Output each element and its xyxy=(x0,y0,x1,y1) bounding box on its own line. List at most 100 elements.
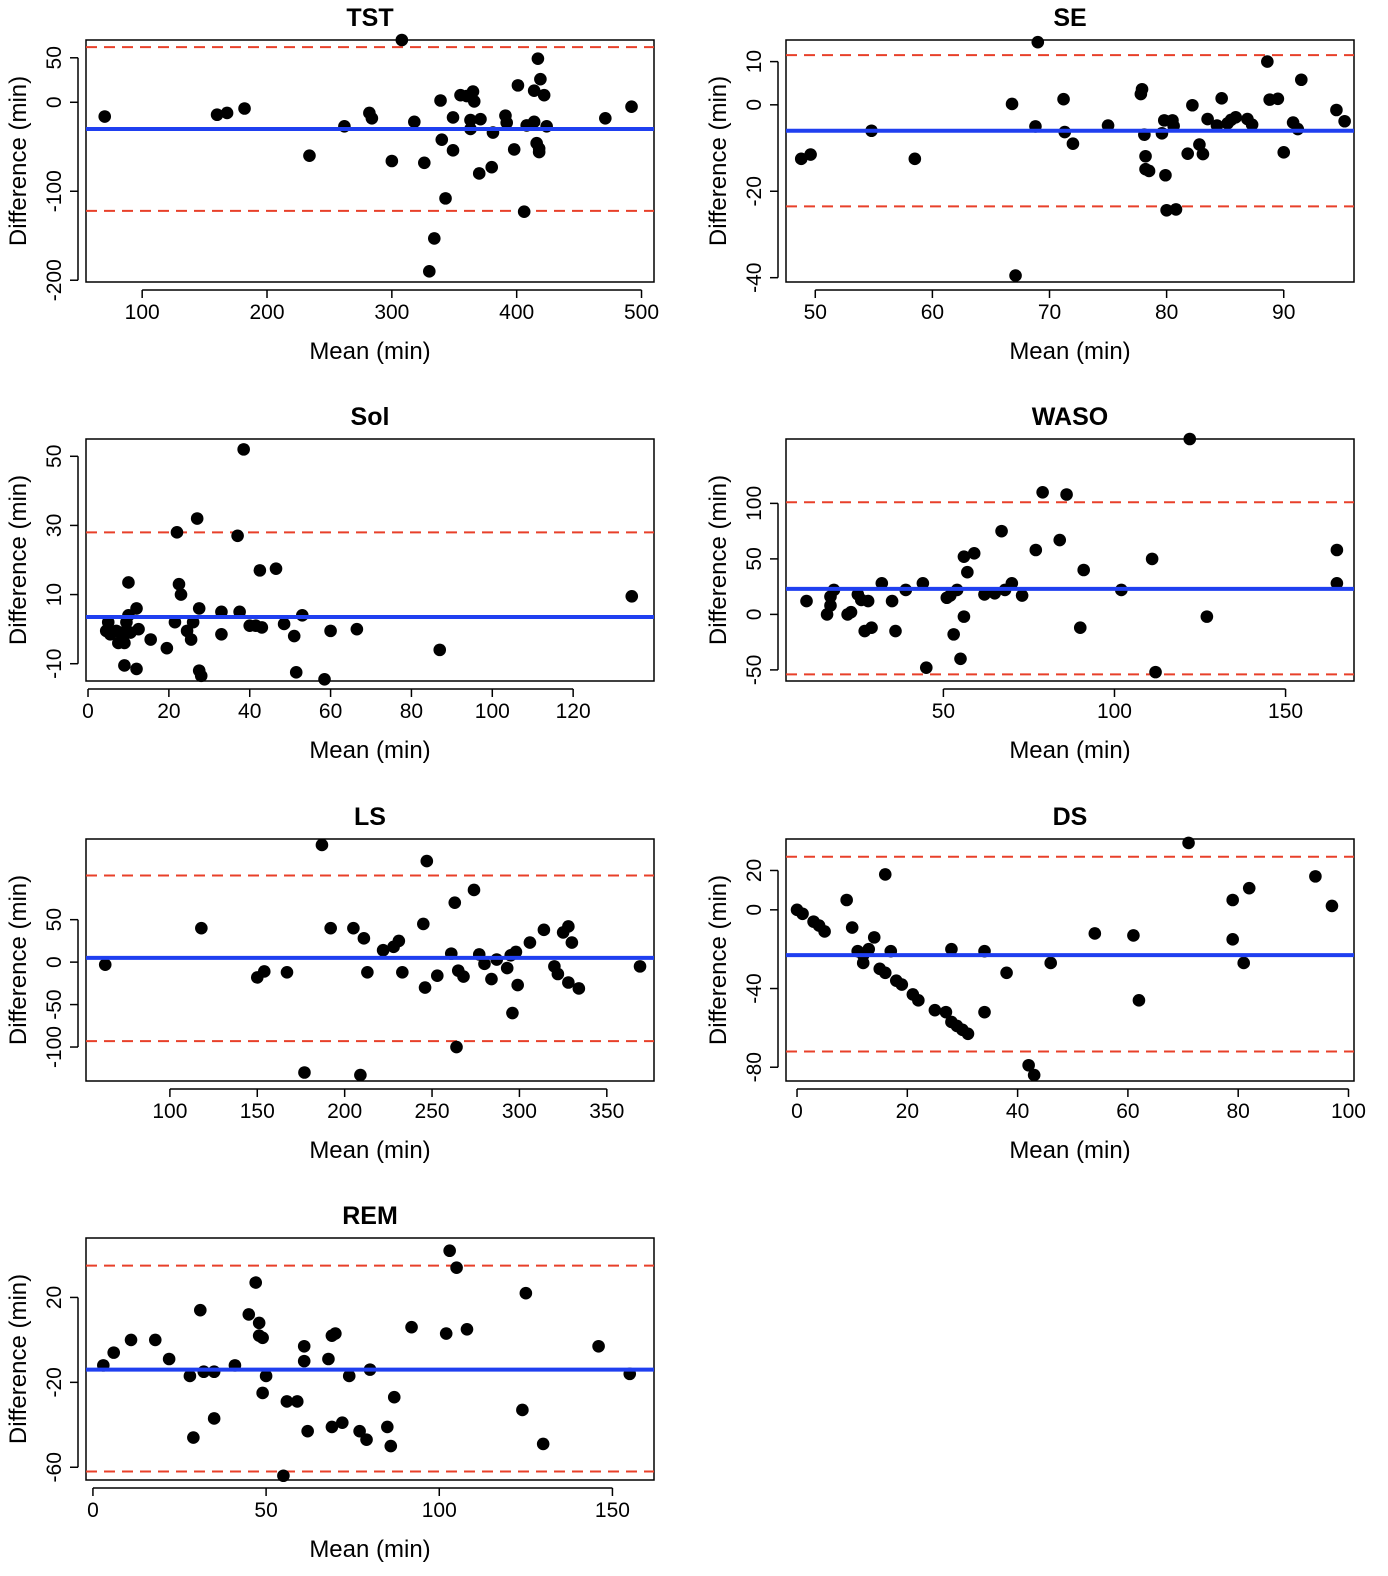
data-point xyxy=(912,994,925,1007)
data-point xyxy=(350,622,364,636)
data-point xyxy=(395,33,409,47)
data-point xyxy=(160,641,174,655)
panel-ls: LS 100 150 200 250 300 350 -100 -50 0 50 Mean (min)… xyxy=(5,803,655,1164)
data-point xyxy=(1088,927,1102,940)
y-tick-label: -100 xyxy=(43,1026,66,1068)
data-point xyxy=(1169,203,1183,216)
data-point xyxy=(1226,933,1239,946)
data-point xyxy=(551,967,565,981)
data-point xyxy=(98,958,112,971)
x-tick-label: 400 xyxy=(499,301,534,324)
data-point xyxy=(1073,621,1087,635)
data-point xyxy=(527,115,541,129)
data-point xyxy=(1309,870,1322,883)
y-tick-label: -200 xyxy=(43,259,66,301)
data-point xyxy=(511,79,525,92)
data-point xyxy=(168,615,182,629)
data-point xyxy=(148,1333,162,1347)
data-point xyxy=(1009,269,1022,282)
data-point xyxy=(269,562,283,575)
data-point xyxy=(537,923,551,937)
data-points xyxy=(98,33,638,278)
data-point xyxy=(420,854,434,868)
data-point xyxy=(507,143,521,156)
data-point xyxy=(446,111,460,124)
data-point xyxy=(1142,164,1156,178)
data-point xyxy=(360,1433,373,1446)
data-point xyxy=(427,232,441,245)
data-point xyxy=(435,133,449,146)
x-tick-label: 150 xyxy=(1268,700,1303,723)
y-axis-label: Difference (min) xyxy=(5,475,32,645)
data-point xyxy=(599,111,612,125)
plot-frame xyxy=(85,1237,655,1481)
data-point xyxy=(1183,432,1197,446)
data-point xyxy=(1237,956,1251,970)
data-point xyxy=(562,976,575,989)
data-points xyxy=(97,1244,637,1483)
panel-waso: WASO 50 100 150 -50 0 50 100 Mean (min) Differenc… xyxy=(705,403,1355,764)
data-point xyxy=(625,590,639,603)
data-point xyxy=(885,594,899,608)
x-axis-label: Mean (min) xyxy=(309,1137,430,1164)
data-point xyxy=(947,628,960,641)
x-tick-label: 150 xyxy=(240,1100,275,1123)
data-point xyxy=(908,152,922,166)
x-tick-label: 60 xyxy=(921,301,944,324)
data-point xyxy=(796,907,809,921)
data-point xyxy=(856,956,870,970)
x-axis-label: Mean (min) xyxy=(1009,737,1130,764)
data-point xyxy=(322,1352,335,1366)
data-points xyxy=(790,836,1339,1082)
data-point xyxy=(862,942,876,956)
data-point xyxy=(511,978,524,992)
data-point xyxy=(384,1439,398,1453)
data-point xyxy=(625,100,638,114)
panel-sol: Sol 0 20 40 60 80 100 120 -10 10 30 50 Mean (min) Dif… xyxy=(5,403,655,764)
data-point xyxy=(1015,589,1029,602)
data-point xyxy=(1160,203,1173,217)
data-point xyxy=(840,893,853,907)
data-point xyxy=(500,961,514,975)
data-point xyxy=(192,602,206,615)
data-point xyxy=(301,1424,314,1438)
data-point xyxy=(978,1005,991,1019)
data-points xyxy=(794,35,1351,282)
y-tick-label: -50 xyxy=(743,655,766,685)
data-point xyxy=(460,1322,474,1336)
data-point xyxy=(365,111,379,125)
data-point xyxy=(457,970,470,983)
data-point xyxy=(1338,114,1351,128)
data-point xyxy=(324,921,337,935)
x-axis-label: Mean (min) xyxy=(1009,338,1130,365)
data-point xyxy=(878,966,892,980)
x-tick-label: 100 xyxy=(1097,700,1132,723)
y-tick-label: -20 xyxy=(43,1367,66,1397)
data-point xyxy=(325,1420,339,1434)
panel-ds: DS 0 20 40 60 80 100 -80 -40 0 20 Mean (min) Differe… xyxy=(705,803,1366,1164)
data-point xyxy=(1139,149,1152,163)
data-point xyxy=(633,960,647,973)
data-point xyxy=(1077,563,1090,577)
data-point xyxy=(215,628,228,641)
data-points xyxy=(800,432,1344,679)
x-axis-label: Mean (min) xyxy=(309,338,430,365)
data-point xyxy=(443,1244,456,1258)
data-point xyxy=(361,966,374,979)
data-point xyxy=(418,981,432,994)
data-point xyxy=(422,265,436,278)
data-point xyxy=(118,636,131,650)
data-point xyxy=(572,982,586,995)
x-tick-label: 40 xyxy=(238,700,261,723)
y-tick-label: 0 xyxy=(743,904,766,916)
x-tick-label: 50 xyxy=(254,1499,277,1522)
data-point xyxy=(957,610,971,623)
data-point xyxy=(1226,893,1239,907)
data-point xyxy=(1325,899,1339,913)
x-tick-label: 100 xyxy=(422,1499,457,1522)
x-tick-label: 0 xyxy=(82,700,94,723)
data-point xyxy=(1029,543,1043,557)
x-tick-label: 20 xyxy=(157,700,180,723)
y-tick-label: -10 xyxy=(43,649,66,679)
x-tick-label: 80 xyxy=(1155,301,1178,324)
